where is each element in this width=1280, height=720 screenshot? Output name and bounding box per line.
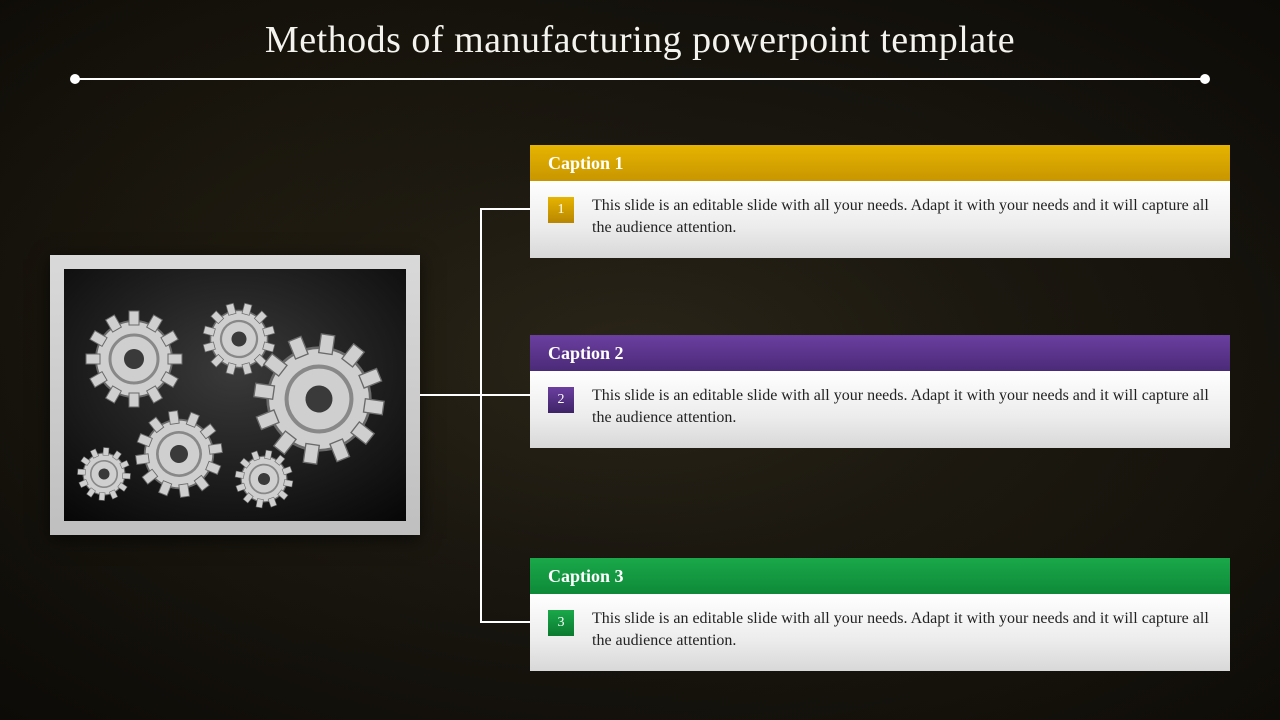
gears-illustration <box>64 269 406 521</box>
caption-number-badge-3: 3 <box>548 610 574 636</box>
title-divider <box>75 78 1205 80</box>
caption-card-1: Caption 1 1 This slide is an editable slid… <box>530 145 1230 258</box>
connector-main <box>420 394 480 396</box>
caption-body-1: 1 This slide is an editable slide with al… <box>530 181 1230 258</box>
caption-number-badge-2: 2 <box>548 387 574 413</box>
caption-card-2: Caption 2 2 This slide is an editable slid… <box>530 335 1230 448</box>
caption-body-2: 2 This slide is an editable slide with al… <box>530 371 1230 448</box>
caption-text-3: This slide is an editable slide with all… <box>592 608 1212 653</box>
caption-body-3: 3 This slide is an editable slide with al… <box>530 594 1230 671</box>
image-frame <box>50 255 420 535</box>
connector-branch-2 <box>480 394 530 396</box>
slide-title: Methods of manufacturing powerpoint temp… <box>0 18 1280 62</box>
caption-header-3: Caption 3 <box>530 558 1230 594</box>
caption-card-3: Caption 3 3 This slide is an editable slid… <box>530 558 1230 671</box>
caption-text-2: This slide is an editable slide with all… <box>592 385 1212 430</box>
caption-number-badge-1: 1 <box>548 197 574 223</box>
caption-header-1: Caption 1 <box>530 145 1230 181</box>
connector-vertical <box>480 208 482 623</box>
caption-header-2: Caption 2 <box>530 335 1230 371</box>
caption-text-1: This slide is an editable slide with all… <box>592 195 1212 240</box>
connector-branch-1 <box>480 208 530 210</box>
connector-branch-3 <box>480 621 530 623</box>
